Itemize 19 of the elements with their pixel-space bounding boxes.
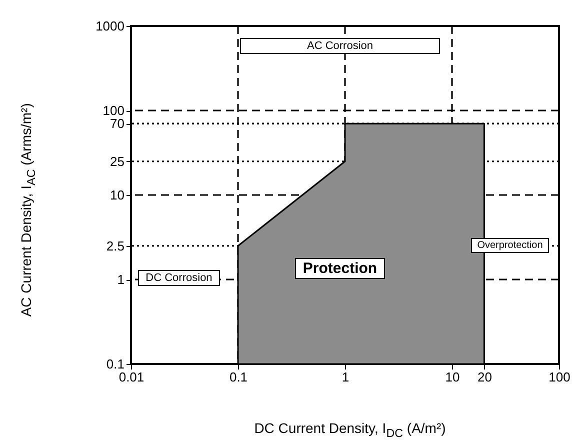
x-tick-label: 100 (548, 370, 570, 384)
x-tick-label: 0.01 (118, 370, 144, 384)
y-tick-label: 100 (102, 103, 124, 118)
x-tick-label: 1 (342, 370, 350, 384)
x-tick-label: 0.1 (229, 370, 248, 384)
y-tick-label: 1000 (96, 18, 124, 34)
label-box: Overprotection (471, 238, 549, 253)
x-tick-label: 20 (477, 370, 492, 384)
y-tick-label: 70 (110, 116, 124, 132)
label-box: Protection (295, 258, 385, 279)
y-tick-label: 25 (110, 154, 124, 169)
x-tick-label: 10 (445, 370, 460, 384)
label-box: DC Corrosion (138, 270, 220, 286)
label-box: AC Corrosion (240, 38, 440, 54)
y-tick-label: 10 (110, 188, 124, 202)
y-tick-label: 1 (117, 272, 124, 287)
x-axis-title: DC Current Density, I$_{DC}$ (A/m²) (253, 420, 447, 440)
y-tick-label: 0.1 (106, 356, 124, 372)
y-tick-label: 2.5 (106, 238, 124, 254)
